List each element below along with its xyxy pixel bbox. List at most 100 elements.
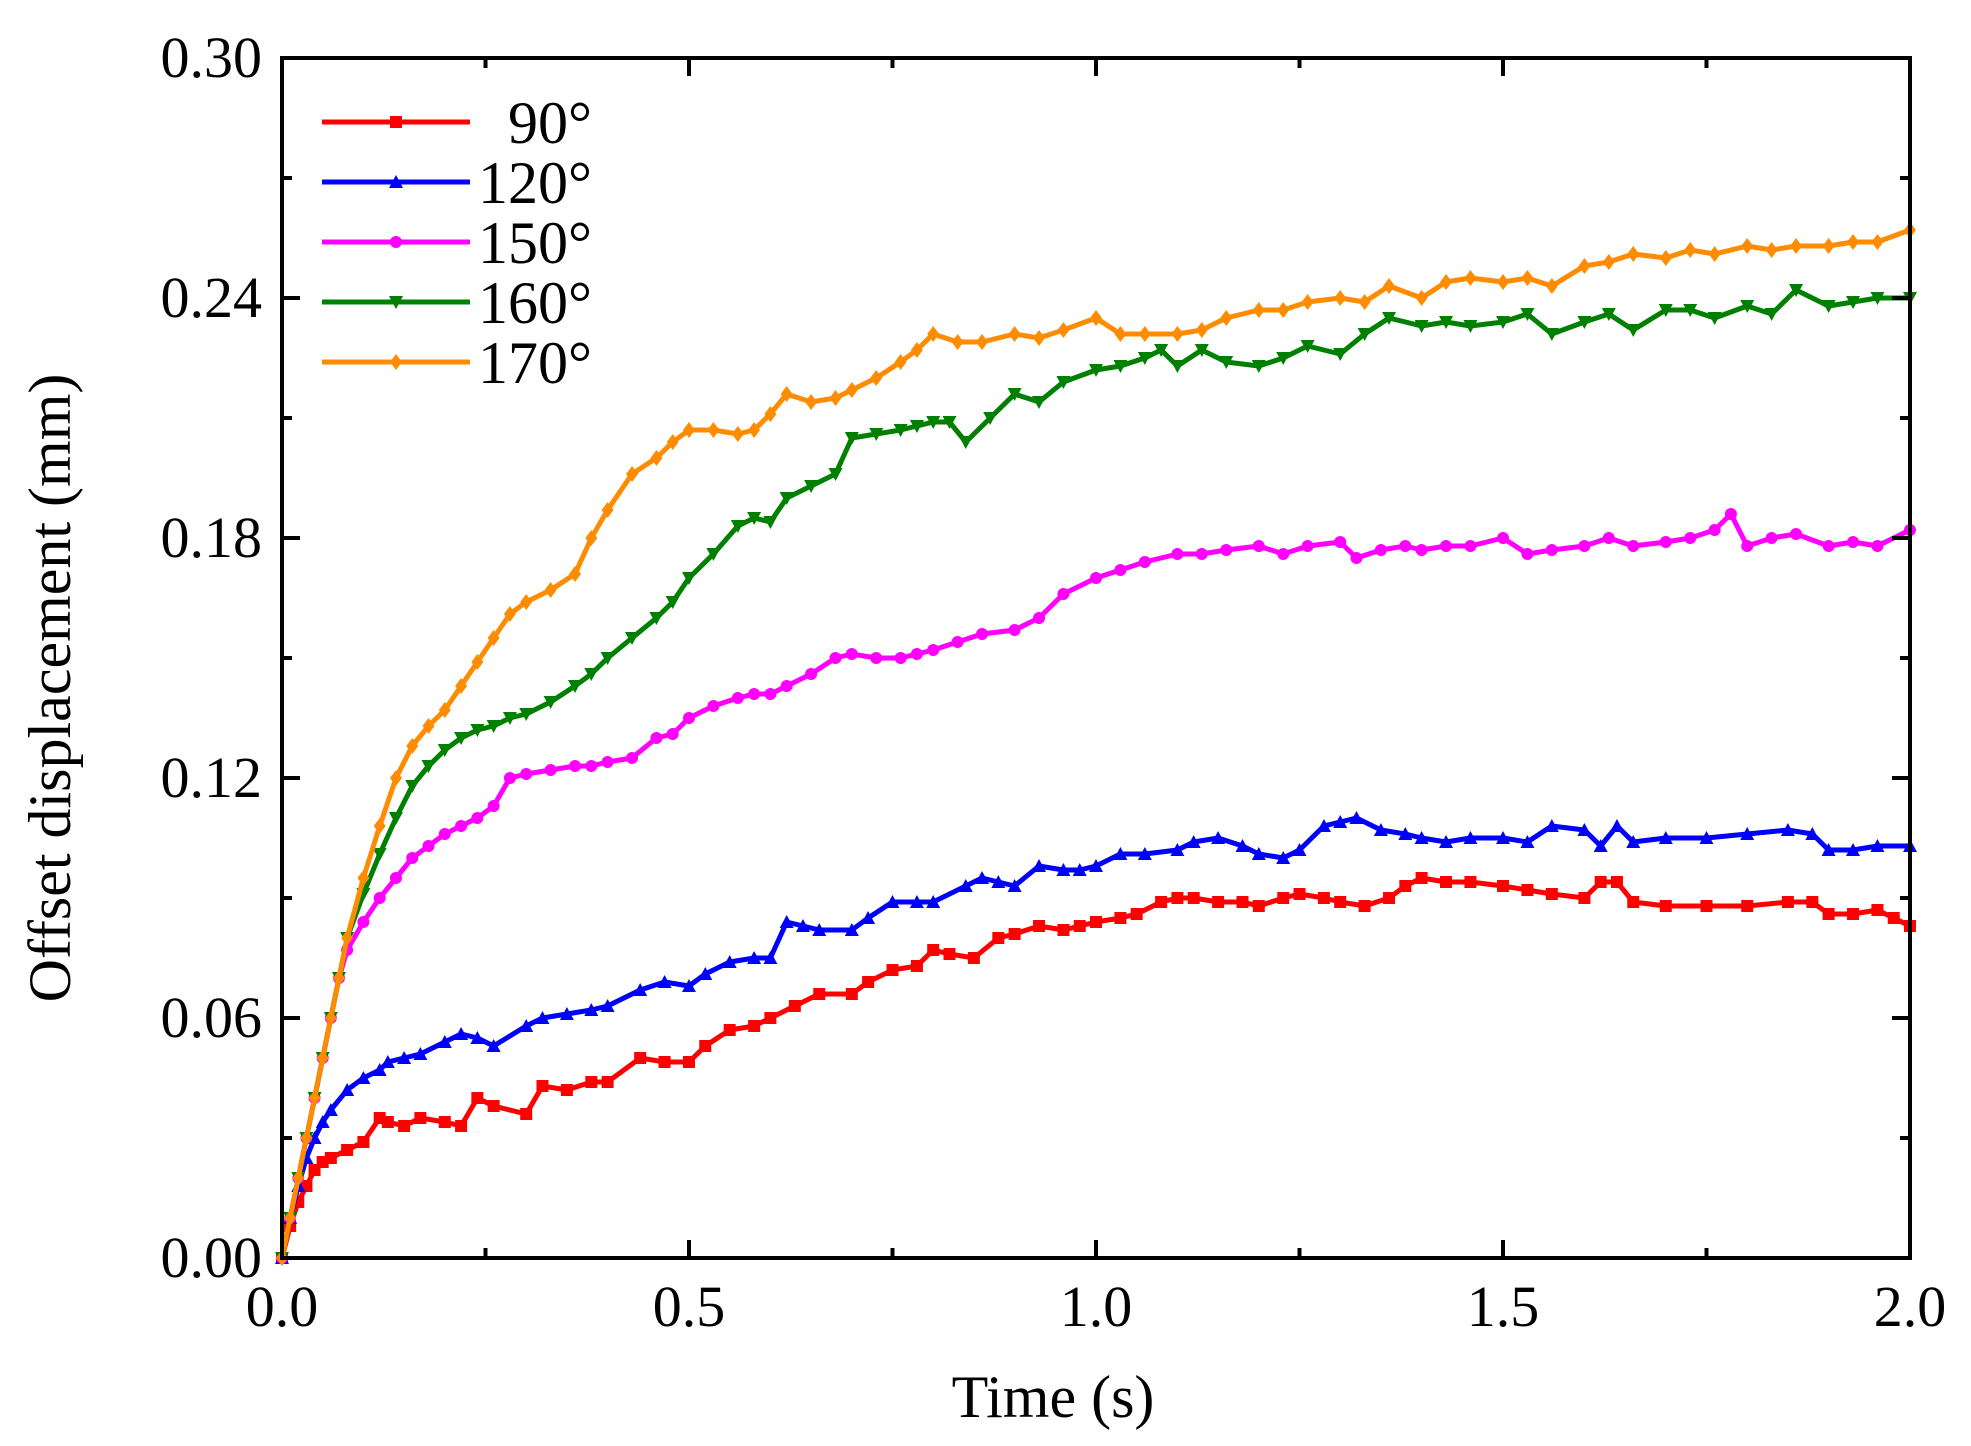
data-point (1871, 540, 1884, 552)
data-point (1219, 356, 1234, 369)
data-point (975, 871, 990, 884)
data-point (779, 915, 794, 928)
series-line (279, 875, 1912, 1259)
data-point (437, 1035, 452, 1048)
y-tick-label: 0.06 (161, 985, 263, 1050)
data-point (315, 1115, 330, 1128)
data-point (1357, 328, 1372, 341)
data-point (308, 1090, 321, 1106)
data-point (1415, 872, 1428, 884)
data-point (389, 770, 402, 786)
data-point (324, 1152, 337, 1164)
data-point (503, 606, 516, 622)
data-point (388, 812, 403, 825)
data-point (870, 370, 883, 386)
data-point (845, 382, 858, 398)
data-point (1765, 242, 1778, 258)
data-point (683, 712, 695, 724)
data-point (1252, 302, 1265, 318)
data-point (1626, 835, 1641, 848)
data-point (1440, 540, 1453, 552)
data-point (1113, 360, 1128, 373)
data-point (1212, 896, 1225, 908)
x-tick-label: 1.0 (1060, 1274, 1133, 1339)
data-point (976, 628, 989, 640)
data-point (1300, 340, 1315, 353)
data-point (519, 708, 534, 721)
data-point (1578, 540, 1591, 552)
data-point (1610, 876, 1623, 888)
data-point (1658, 831, 1673, 844)
data-point (1440, 274, 1453, 290)
data-point (1334, 536, 1347, 548)
data-point (927, 326, 940, 342)
data-point (894, 354, 907, 370)
data-point (845, 988, 858, 1000)
data-point (1277, 892, 1290, 904)
data-point (829, 390, 842, 406)
data-point (650, 450, 663, 466)
data-point (1700, 900, 1713, 912)
data-point (829, 652, 842, 664)
data-point (1056, 376, 1071, 389)
data-point (536, 1080, 549, 1092)
data-point (1374, 544, 1387, 556)
data-point (1545, 278, 1558, 294)
data-point (292, 1170, 305, 1186)
data-point (804, 480, 819, 493)
data-point (1276, 352, 1291, 365)
data-point (324, 1010, 337, 1026)
data-point (372, 848, 387, 861)
data-point (748, 688, 761, 700)
data-point (1821, 300, 1836, 313)
data-point (1707, 312, 1722, 325)
data-point (422, 840, 435, 852)
data-point (893, 424, 908, 437)
data-point (682, 979, 696, 992)
data-point (1277, 548, 1290, 560)
data-point (601, 1076, 614, 1088)
data-point (1871, 904, 1884, 916)
data-point (625, 632, 640, 645)
data-point (471, 1092, 484, 1104)
y-axis-label: Offset displacement (mm) (17, 374, 83, 1003)
data-point (544, 764, 557, 776)
data-point (1658, 304, 1673, 317)
data-point (520, 768, 533, 780)
data-point (1057, 322, 1070, 338)
data-point (1414, 320, 1429, 333)
x-tick-label: 0.0 (246, 1274, 319, 1339)
data-point (683, 422, 695, 438)
data-point (1007, 388, 1022, 401)
data-point (731, 426, 744, 442)
data-point (707, 700, 720, 712)
data-point (1870, 839, 1885, 852)
data-point (1887, 912, 1900, 924)
legend-marker-4 (390, 354, 402, 370)
data-point (471, 654, 484, 670)
data-point (569, 760, 582, 772)
data-point (992, 932, 1005, 944)
data-point (1764, 308, 1779, 321)
data-point (1195, 548, 1208, 560)
data-point (1847, 536, 1860, 548)
data-point (601, 502, 614, 518)
data-point (1847, 908, 1860, 920)
data-point (1684, 532, 1697, 544)
data-point (1659, 900, 1672, 912)
data-point (649, 612, 664, 625)
data-point (1252, 900, 1265, 912)
data-point (764, 1012, 777, 1024)
data-point (1072, 863, 1087, 876)
data-point (398, 1120, 411, 1132)
y-tick-label: 0.30 (161, 25, 263, 90)
data-point (341, 1144, 354, 1156)
data-point (665, 596, 680, 609)
x-tick-label: 0.5 (653, 1274, 726, 1339)
data-point (951, 636, 964, 648)
data-point (1032, 859, 1047, 872)
data-point (486, 720, 501, 733)
y-tick-label: 0.00 (161, 1225, 263, 1290)
data-point (332, 970, 345, 986)
